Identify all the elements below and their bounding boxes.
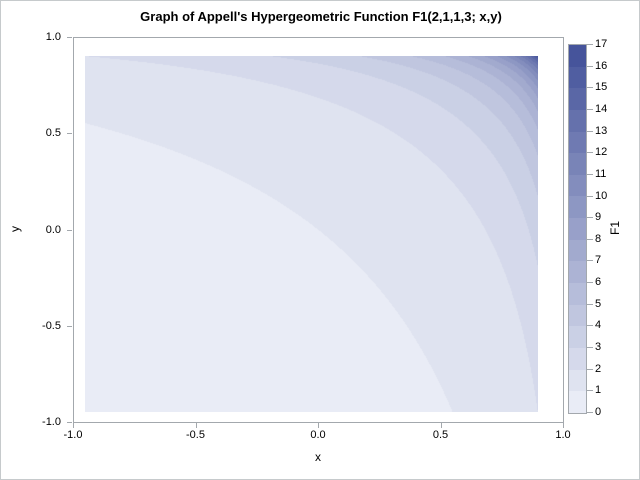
y-tick-label: 1.0 (45, 31, 61, 43)
x-tick-mark (440, 423, 442, 428)
x-tick-label: 0.5 (432, 429, 449, 441)
colorbar-tick-mark (587, 347, 593, 349)
colorbar-tick-label: 9 (595, 211, 602, 224)
colorbar-tick-mark (587, 412, 593, 413)
y-tick-label: 0.5 (45, 127, 61, 140)
colorbar-tick-mark (587, 238, 593, 240)
colorbar-tick-mark (587, 44, 593, 45)
y-axis-label: y (8, 226, 22, 232)
colorbar-tick-mark (587, 87, 593, 89)
x-tick-mark (195, 423, 197, 428)
y-tick-mark (67, 325, 72, 327)
colorbar-tick-label: 13 (595, 124, 608, 137)
colorbar-tick-label: 2 (595, 362, 602, 375)
colorbar-tick-label: 3 (595, 341, 602, 354)
y-tick-mark (67, 229, 72, 231)
colorbar-band (569, 131, 586, 154)
contour-canvas (85, 56, 538, 412)
colorbar-tick-mark (587, 173, 593, 175)
colorbar-band (569, 391, 586, 413)
y-tick-mark (67, 422, 72, 423)
colorbar-tick-label: 7 (595, 254, 602, 267)
colorbar-tick-label: 10 (595, 189, 608, 202)
x-axis-label: x (315, 450, 321, 464)
colorbar-tick-mark (587, 217, 593, 219)
colorbar-tick-label: 17 (595, 38, 608, 50)
colorbar-tick-label: 1 (595, 384, 602, 397)
colorbar-tick-label: 5 (595, 297, 602, 310)
colorbar-tick-mark (587, 65, 593, 67)
x-tick-mark (318, 423, 319, 428)
colorbar-band (569, 326, 586, 348)
x-tick-label: -1.0 (63, 429, 83, 441)
colorbar-label: F1 (608, 220, 622, 236)
colorbar-tick-label: 16 (595, 59, 608, 72)
colorbar-tick-label: 14 (595, 102, 608, 115)
colorbar-band (569, 174, 586, 197)
colorbar-tick-label: 0 (595, 406, 602, 418)
colorbar-tick-mark (587, 260, 593, 262)
y-tick-mark (67, 37, 72, 38)
colorbar-tick-mark (587, 368, 593, 370)
colorbar-tick-mark (587, 195, 593, 197)
y-tick-label: -1.0 (42, 416, 61, 428)
colorbar-gradient (568, 44, 587, 414)
x-tick-mark (563, 423, 564, 428)
x-tick-label: 1.0 (555, 429, 571, 441)
chart-title: Graph of Appell's Hypergeometric Functio… (140, 9, 502, 24)
colorbar-tick-label: 12 (595, 146, 608, 159)
colorbar-band (569, 218, 586, 240)
colorbar-band (569, 45, 586, 67)
y-tick-mark (67, 133, 72, 135)
colorbar-tick-label: 11 (595, 167, 607, 180)
colorbar-tick-mark (587, 325, 593, 327)
y-tick-label: -0.5 (42, 319, 61, 332)
colorbar-band (569, 304, 586, 327)
colorbar-tick-mark (587, 108, 593, 110)
colorbar-band (569, 239, 586, 262)
colorbar-band (569, 196, 586, 219)
colorbar-tick-mark (587, 152, 593, 154)
x-tick-label: 0.0 (310, 429, 326, 441)
colorbar-band (569, 369, 586, 392)
colorbar-band (569, 261, 586, 284)
colorbar-tick-label: 8 (595, 232, 602, 245)
colorbar-band (569, 347, 586, 370)
colorbar-band (569, 109, 586, 132)
colorbar-tick-label: 4 (595, 319, 602, 332)
colorbar-tick-mark (587, 130, 593, 132)
colorbar-band (569, 66, 586, 89)
y-tick-label: 0.0 (45, 223, 61, 236)
colorbar-tick-label: 6 (595, 276, 602, 289)
colorbar-tick-label: 15 (595, 81, 608, 94)
x-tick-label: -0.5 (186, 429, 205, 441)
x-tick-mark (73, 423, 74, 428)
colorbar-band (569, 88, 586, 110)
colorbar-band (569, 283, 586, 305)
colorbar-band (569, 153, 586, 175)
colorbar-tick-mark (587, 390, 593, 392)
colorbar-tick-mark (587, 282, 593, 284)
colorbar-tick-mark (587, 303, 593, 305)
